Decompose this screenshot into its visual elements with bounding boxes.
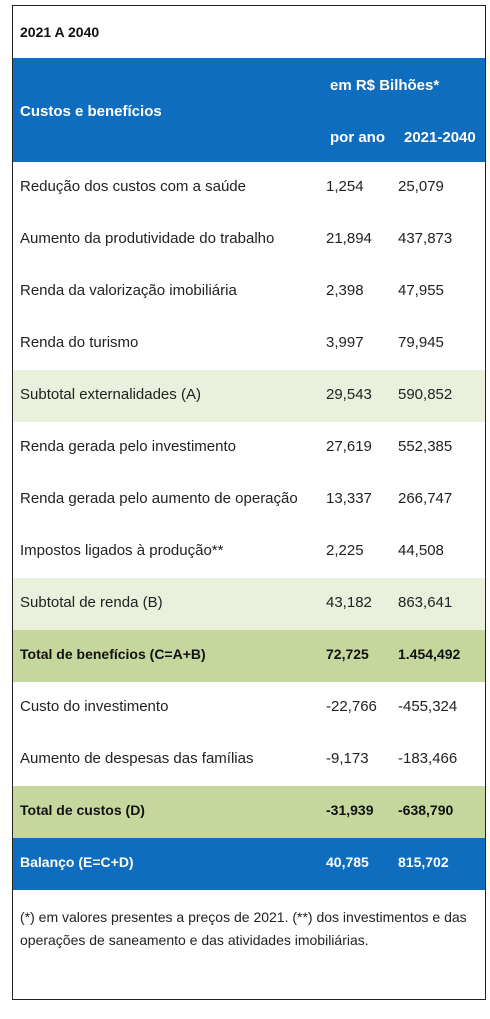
row-label: Total de benefícios (C=A+B) xyxy=(20,646,206,662)
row-label: Impostos ligados à produção** xyxy=(20,542,224,559)
table-row: Total de custos (D) -31,939 -638,790 xyxy=(13,786,485,838)
header-label: Custos e benefícios xyxy=(20,103,162,120)
row-value-period: 266,747 xyxy=(398,490,453,507)
row-label: Balanço (E=C+D) xyxy=(20,854,134,870)
row-label: Aumento de despesas das famílias xyxy=(20,750,254,767)
table-row: Aumento de despesas das famílias -9,173 -1… xyxy=(13,734,485,786)
table-row: Total de benefícios (C=A+B) 72,725 1.454,4… xyxy=(13,630,485,682)
row-value-per-year: 2,398 xyxy=(326,282,364,299)
row-label: Redução dos custos com a saúde xyxy=(20,178,246,195)
period-title: 2021 A 2040 xyxy=(20,24,100,40)
header-unit: em R$ Bilhões* xyxy=(330,77,440,94)
row-value-period: 47,955 xyxy=(398,282,444,299)
table-row: Renda gerada pelo investimento 27,619 552,… xyxy=(13,422,485,474)
row-value-period: 590,852 xyxy=(398,386,453,403)
row-value-period: 44,508 xyxy=(398,542,444,559)
row-value-per-year: 21,894 xyxy=(326,230,372,247)
row-label: Custo do investimento xyxy=(20,698,169,715)
row-value-period: -638,790 xyxy=(398,802,454,818)
table-row: Subtotal externalidades (A) 29,543 590,852 xyxy=(13,370,485,422)
row-label: Subtotal de renda (B) xyxy=(20,594,163,611)
row-label: Subtotal externalidades (A) xyxy=(20,386,201,403)
row-label: Renda gerada pelo investimento xyxy=(20,438,236,455)
row-value-per-year: -31,939 xyxy=(326,802,374,818)
row-value-per-year: 2,225 xyxy=(326,542,364,559)
row-label: Aumento da produtividade do trabalho xyxy=(20,230,275,247)
table-row: Balanço (E=C+D) 40,785 815,702 xyxy=(13,838,485,890)
row-value-period: 863,641 xyxy=(398,594,453,611)
row-value-period: 1.454,492 xyxy=(398,646,461,662)
row-value-per-year: 27,619 xyxy=(326,438,372,455)
row-label: Total de custos (D) xyxy=(20,802,145,818)
table-row: Impostos ligados à produção** 2,225 44,508 xyxy=(13,526,485,578)
row-value-period: 815,702 xyxy=(398,854,449,870)
table-body: Redução dos custos com a saúde 1,254 25,07… xyxy=(13,162,485,890)
table-row: Custo do investimento -22,766 -455,324 xyxy=(13,682,485,734)
footnote: (*) em valores presentes a preços de 202… xyxy=(20,909,467,948)
row-value-period: -183,466 xyxy=(398,750,458,767)
table-row: Aumento da produtividade do trabalho 21,8… xyxy=(13,214,485,266)
row-value-per-year: 13,337 xyxy=(326,490,372,507)
row-value-per-year: 1,254 xyxy=(326,178,364,195)
row-value-per-year: -9,173 xyxy=(326,750,369,767)
cost-benefit-table: 2021 A 2040 Custos e benefícios em R$ Bi… xyxy=(12,5,486,1000)
table-row: Redução dos custos com a saúde 1,254 25,07… xyxy=(13,162,485,214)
row-value-per-year: 72,725 xyxy=(326,646,369,662)
row-value-per-year: 29,543 xyxy=(326,386,372,403)
row-value-period: -455,324 xyxy=(398,698,458,715)
row-value-period: 437,873 xyxy=(398,230,453,247)
table-row: Renda do turismo 3,997 79,945 xyxy=(13,318,485,370)
row-label: Renda do turismo xyxy=(20,334,139,351)
table-row: Renda gerada pelo aumento de operação 13,… xyxy=(13,474,485,526)
row-value-per-year: 3,997 xyxy=(326,334,364,351)
header-col-period: 2021-2040 xyxy=(404,129,476,146)
table-header: Custos e benefícios em R$ Bilhões* por a… xyxy=(13,58,485,162)
row-label: Renda gerada pelo aumento de operação xyxy=(20,490,298,507)
row-value-per-year: 40,785 xyxy=(326,854,369,870)
header-col-per-year: por ano xyxy=(330,129,385,146)
row-value-per-year: -22,766 xyxy=(326,698,377,715)
row-value-period: 79,945 xyxy=(398,334,444,351)
row-value-period: 25,079 xyxy=(398,178,444,195)
row-value-per-year: 43,182 xyxy=(326,594,372,611)
table-row: Renda da valorização imobiliária 2,398 47,… xyxy=(13,266,485,318)
row-value-period: 552,385 xyxy=(398,438,453,455)
table-row: Subtotal de renda (B) 43,182 863,641 xyxy=(13,578,485,630)
row-label: Renda da valorização imobiliária xyxy=(20,282,237,299)
